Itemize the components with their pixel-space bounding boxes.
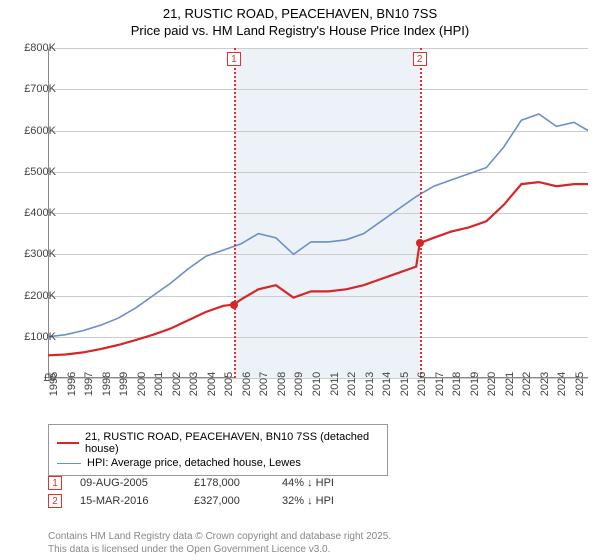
sale-ref: 2 — [48, 494, 62, 508]
x-tick-label: 2001 — [153, 372, 165, 396]
x-tick-label: 1996 — [66, 372, 78, 396]
x-tick-label: 1997 — [83, 372, 95, 396]
x-tick-label: 2009 — [293, 372, 305, 396]
x-tick-label: 2003 — [188, 372, 200, 396]
sale-ref: 1 — [48, 476, 62, 490]
x-tick-label: 1995 — [48, 372, 60, 396]
reference-line — [234, 48, 236, 378]
line-series — [48, 48, 588, 378]
x-tick-label: 2022 — [521, 372, 533, 396]
sale-delta: 32% ↓ HPI — [282, 495, 334, 507]
x-tick-label: 2011 — [329, 372, 341, 396]
reference-marker: 1 — [227, 52, 241, 66]
y-tick-label: £400K — [12, 207, 56, 219]
y-tick-label: £300K — [12, 248, 56, 260]
x-tick-label: 2005 — [223, 372, 235, 396]
x-tick-label: 2024 — [556, 372, 568, 396]
x-tick-label: 1998 — [101, 372, 113, 396]
series-hpi — [48, 114, 588, 337]
chart: 12 — [48, 48, 588, 378]
sale-delta: 44% ↓ HPI — [282, 477, 334, 489]
sales-table: 1 09-AUG-2005 £178,000 44% ↓ HPI 2 15-MAR-201… — [48, 472, 334, 512]
x-tick-label: 2006 — [241, 372, 253, 396]
y-tick-label: £700K — [12, 83, 56, 95]
x-tick-label: 2014 — [381, 372, 393, 396]
x-tick-label: 2025 — [574, 372, 586, 396]
sale-date: 15-MAR-2016 — [80, 495, 176, 507]
x-tick-label: 2020 — [486, 372, 498, 396]
x-tick-label: 2007 — [258, 372, 270, 396]
x-tick-label: 2012 — [346, 372, 358, 396]
y-tick-label: £200K — [12, 290, 56, 302]
x-tick-label: 2018 — [451, 372, 463, 396]
x-tick-label: 2000 — [136, 372, 148, 396]
x-tick-label: 2021 — [504, 372, 516, 396]
reference-marker: 2 — [413, 52, 427, 66]
footer-line2: This data is licensed under the Open Gov… — [48, 544, 391, 557]
x-tick-label: 2013 — [364, 372, 376, 396]
y-tick-label: £600K — [12, 125, 56, 137]
x-tick-label: 2019 — [469, 372, 481, 396]
x-tick-label: 2017 — [434, 372, 446, 396]
legend-item: HPI: Average price, detached house, Lewe… — [57, 457, 379, 469]
x-tick-label: 2004 — [206, 372, 218, 396]
legend: 21, RUSTIC ROAD, PEACEHAVEN, BN10 7SS (d… — [48, 424, 388, 476]
x-tick-label: 2016 — [416, 372, 428, 396]
title-line1: 21, RUSTIC ROAD, PEACEHAVEN, BN10 7SS — [0, 6, 600, 23]
y-tick-label: £500K — [12, 166, 56, 178]
legend-swatch — [57, 442, 79, 444]
legend-label: HPI: Average price, detached house, Lewe… — [87, 457, 301, 469]
footer-line1: Contains HM Land Registry data © Crown c… — [48, 531, 391, 544]
legend-item: 21, RUSTIC ROAD, PEACEHAVEN, BN10 7SS (d… — [57, 431, 379, 455]
x-tick-label: 2023 — [539, 372, 551, 396]
chart-title: 21, RUSTIC ROAD, PEACEHAVEN, BN10 7SS Pr… — [0, 0, 600, 40]
x-tick-label: 2015 — [399, 372, 411, 396]
x-tick-label: 2002 — [171, 372, 183, 396]
data-marker — [230, 301, 238, 309]
sale-price: £178,000 — [194, 477, 264, 489]
y-tick-label: £100K — [12, 331, 56, 343]
footer: Contains HM Land Registry data © Crown c… — [48, 531, 391, 556]
sale-price: £327,000 — [194, 495, 264, 507]
legend-label: 21, RUSTIC ROAD, PEACEHAVEN, BN10 7SS (d… — [85, 431, 379, 455]
legend-swatch — [57, 463, 81, 464]
title-line2: Price paid vs. HM Land Registry's House … — [0, 23, 600, 40]
sale-row: 1 09-AUG-2005 £178,000 44% ↓ HPI — [48, 476, 334, 490]
x-tick-label: 2008 — [276, 372, 288, 396]
reference-line — [420, 48, 422, 378]
data-marker — [416, 239, 424, 247]
x-tick-label: 2010 — [311, 372, 323, 396]
x-tick-label: 1999 — [118, 372, 130, 396]
sale-row: 2 15-MAR-2016 £327,000 32% ↓ HPI — [48, 494, 334, 508]
sale-date: 09-AUG-2005 — [80, 477, 176, 489]
y-tick-label: £800K — [12, 42, 56, 54]
series-price_paid — [48, 182, 588, 355]
